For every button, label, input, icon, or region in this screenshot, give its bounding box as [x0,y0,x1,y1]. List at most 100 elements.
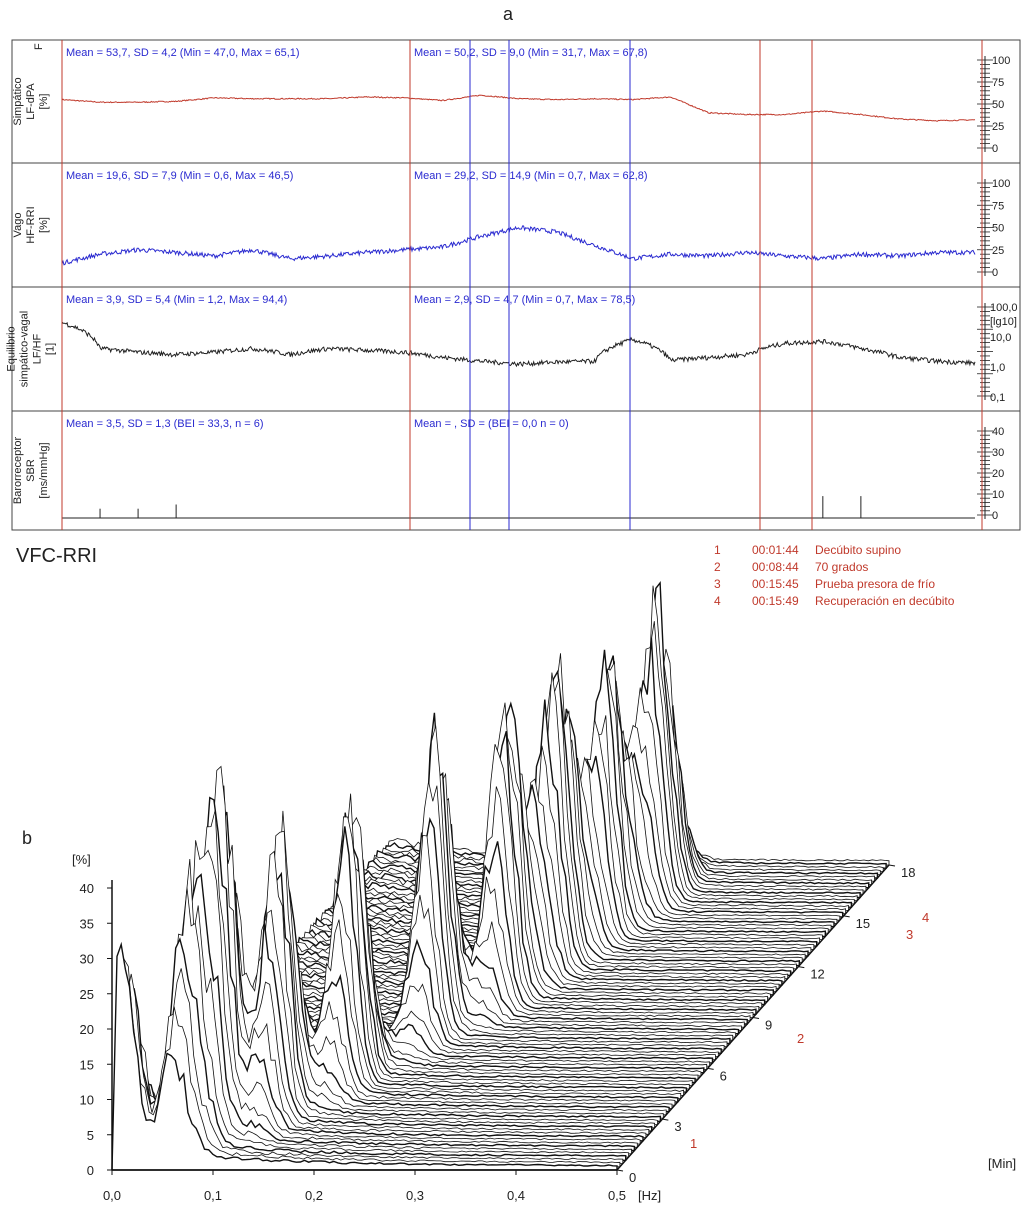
block-ylabel: Simpático LF-dPA [%] [12,77,50,125]
event-time: 00:15:49 [752,594,799,608]
z-tick [752,1017,760,1019]
panel-b-title: VFC-RRI [16,545,97,567]
z-tick-label: 6 [720,1068,727,1083]
event-time: 00:15:45 [752,577,799,591]
event-time: 00:01:44 [752,543,799,557]
block-ylabel: Equilibrio simpático-vagal LF/HF [1] [6,311,57,387]
tick-label: 0,1 [990,392,1005,404]
event-number: 3 [714,577,721,591]
x-tick-label: 0,3 [406,1188,424,1203]
stats-left: Mean = 53,7, SD = 4,2 (Min = 47,0, Max =… [66,47,300,59]
event-marker: 3 [906,927,913,942]
y-tick-label: 15 [80,1057,94,1072]
series-trace [61,321,976,368]
tick-label: 20 [992,468,1004,480]
ylabel-line: LF/HF [32,333,44,364]
tick-label: 25 [992,121,1004,133]
panel-b: VFC-RRI 1 00:01:44 Decúbito supino 2 00:08:4… [16,543,1016,1203]
y-tick-label: 0 [87,1163,94,1178]
panel-a-block: Equilibrio simpático-vagal LF/HF [1] Mean = … [6,286,1020,404]
y-tick-label: 35 [80,916,94,931]
y-tick-label: 10 [80,1093,94,1108]
tick-label: 100,0 [990,302,1018,314]
stats-left: Mean = 19,6, SD = 7,9 (Min = 0,6, Max = … [66,170,293,182]
x-tick-label: 0,1 [204,1188,222,1203]
event-marker: 2 [797,1031,804,1046]
stats-left: Mean = 3,5, SD = 1,3 (BEI = 33,3, n = 6) [66,418,264,430]
tick-label: 75 [992,200,1004,212]
ylabel-line: Simpático [12,77,24,125]
stats-right: Mean = 2,9, SD = 4,7 (Min = 0,7, Max = 7… [414,294,635,306]
stats-right: Mean = 29,2, SD = 14,9 (Min = 0,7, Max =… [414,170,648,182]
ylabel-line: LF-dPA [25,83,37,120]
ylabel-line: [%] [38,217,50,233]
ylabel-line: SBR [25,459,37,482]
spectrum-line [230,725,736,1038]
ylabel-line: Vago [12,213,24,238]
z-tick [888,864,896,867]
z-tick-label: 9 [765,1018,772,1033]
tick-label: 10,0 [990,332,1011,344]
z-tick [798,966,805,969]
series-trace [61,225,976,266]
event-label: Recuperación en decúbito [815,594,955,608]
y-tick-label: 20 [80,1022,94,1037]
tick-label: [lg10] [990,316,1017,328]
y-tick-label: 40 [80,881,94,896]
z-tick [616,1169,624,1172]
y-tick-label: 5 [87,1128,94,1143]
stats-left: Mean = 3,9, SD = 5,4 (Min = 1,2, Max = 9… [66,294,287,306]
tick-label: 0 [992,143,998,155]
event-number: 4 [714,594,721,608]
panel-a-block: Barorreceptor SBR [ms/mmHg] Mean = 3,5, SD … [12,410,1020,522]
y-unit: [%] [72,852,91,867]
event-list: 1 00:01:44 Decúbito supino 2 00:08:44 70 grad… [714,543,955,608]
tick-label: 30 [992,447,1004,459]
ylabel-line: Barorreceptor [12,437,24,505]
tick-label: 100 [992,55,1010,67]
z-tick-label: 3 [674,1119,681,1134]
ylabel-line: Equilibrio [6,326,18,371]
y-tick-label: 30 [80,952,94,967]
z-tick-label: 12 [810,967,824,982]
event-time: 00:08:44 [752,560,799,574]
tick-label: 50 [992,99,1004,111]
stats-right: Mean = , SD = (BEI = 0,0 n = 0) [414,418,569,430]
tick-label: 25 [992,245,1004,257]
spectrum-line [227,781,734,1041]
z-tick [662,1118,669,1121]
spectrum-line [140,765,647,1138]
z-tick [707,1067,714,1070]
block-ylabel: Barorreceptor SBR [ms/mmHg] [12,437,50,505]
z-tick-label: 0 [629,1170,636,1185]
x-tick-label: 0,2 [305,1188,323,1203]
spectrum-line [143,785,650,1135]
event-number: 1 [714,543,721,557]
x-tick-label: 0,5 [608,1188,626,1203]
z-unit: [Min] [988,1156,1016,1171]
panel-a-block: Vago HF-RRI [%] Mean = 19,6, SD = 7,9 (Min … [12,162,1020,279]
event-label: 70 grados [815,560,868,574]
tick-label: 10 [992,489,1004,501]
ylabel-line: [ms/mmHg] [38,442,50,498]
y-tick-label: 25 [80,987,94,1002]
panel-a: a F Simpático LF-dPA [%]Mean = 53,7, SD = … [6,4,1021,531]
waterfall-spectrum [111,580,890,1171]
tick-label: 50 [992,223,1004,235]
event-label: Decúbito supino [815,543,901,557]
ylabel-line: [1] [45,343,57,355]
tick-label: 100 [992,178,1010,190]
x-tick-label: 0,4 [507,1188,525,1203]
stray-label: F [33,43,45,50]
tick-label: 40 [992,426,1004,438]
event-marker: 4 [922,910,929,925]
stats-right: Mean = 50,2, SD = 9,0 (Min = 31,7, Max =… [414,47,648,59]
ylabel-line: HF-RRI [25,206,37,243]
event-label: Prueba presora de frío [815,577,935,591]
ylabel-line: simpático-vagal [19,311,31,387]
spectrum-line [111,941,618,1171]
z-tick-label: 15 [856,916,870,931]
block-ylabel: Vago HF-RRI [%] [12,206,50,243]
